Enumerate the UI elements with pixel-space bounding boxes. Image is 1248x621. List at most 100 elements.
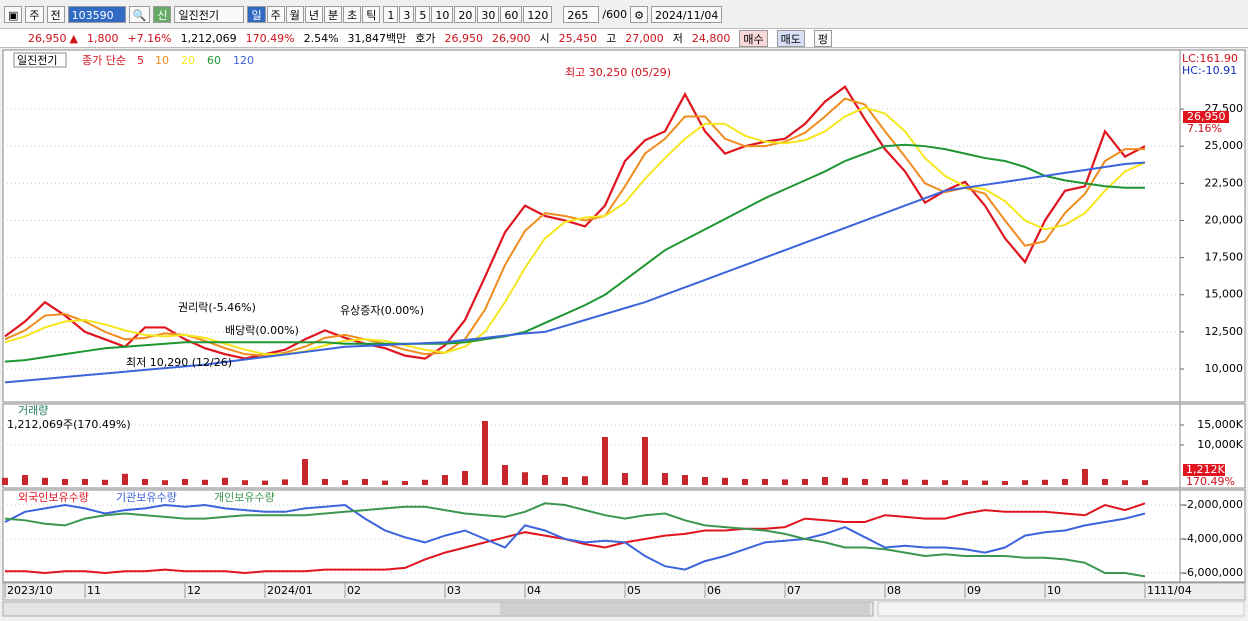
x-tick-label: 03 [447, 584, 461, 597]
series-line [4, 503, 1146, 571]
x-tick-label: 09 [967, 584, 981, 597]
scope[interactable]: 전 [46, 5, 65, 23]
volume-bar [862, 479, 868, 485]
volume-bar [982, 480, 988, 485]
legend-entry: 개인보유수량 [214, 491, 275, 504]
volume-bar [562, 477, 568, 485]
volume-bar [62, 479, 68, 485]
change: 1,800 [86, 31, 119, 45]
x-tick-label: 07 [787, 584, 801, 597]
volume-bar [342, 480, 348, 485]
stock-name[interactable]: 일진전기 [174, 5, 245, 23]
series-line [4, 143, 1145, 363]
legend-entry: 10 [155, 54, 169, 67]
button[interactable]: 5 [415, 5, 431, 23]
button[interactable]: 일 [247, 5, 266, 23]
button[interactable]: 분 [323, 5, 343, 23]
price-tag [1183, 111, 1229, 123]
button[interactable]: 30 [477, 5, 500, 23]
button[interactable]: 틱 [362, 5, 381, 23]
button[interactable]: 3 [399, 5, 415, 23]
label: 시 [539, 32, 550, 45]
button[interactable]: 20 [454, 5, 477, 23]
label: 호가 [415, 32, 436, 45]
legend-entry: 20 [181, 54, 195, 67]
button[interactable]: 년 [304, 5, 323, 23]
volume-bar [262, 480, 268, 485]
code-input[interactable]: 103590 [67, 5, 126, 23]
volume-bar [942, 480, 948, 485]
axis-panel [1179, 49, 1246, 403]
rate: +7.16% [127, 31, 172, 45]
volume-bar [442, 475, 448, 485]
button[interactable]: 120 [523, 5, 553, 23]
label: 저 [672, 32, 683, 45]
volume-bar [542, 475, 548, 485]
price-tag-label: 26,950 [1187, 110, 1226, 123]
button[interactable]: 10 [431, 5, 454, 23]
volume-bar [422, 479, 428, 485]
tool[interactable]: ⚙ [630, 5, 648, 23]
high: 27,000 [625, 31, 664, 45]
y-tick-label: 22,500 [1205, 176, 1244, 189]
x-tick-label: 04 [527, 584, 541, 597]
volume-tag-label: 1,212K [1186, 463, 1225, 476]
x-tick-label: 11 [87, 584, 101, 597]
volume-bar [1102, 479, 1108, 485]
x-tick-label: 11 [1147, 584, 1161, 597]
y-tick-label: -2,000,000 [1183, 498, 1243, 511]
sell-button[interactable]: 매도 [776, 29, 805, 47]
panel [2, 403, 1181, 489]
button[interactable]: 1 [383, 5, 399, 23]
date[interactable]: 2024/11/04 [650, 5, 723, 23]
x-tick-label: 10 [1047, 584, 1061, 597]
count[interactable]: 265 [563, 5, 600, 23]
volume-bar [282, 479, 288, 485]
controls [877, 601, 1245, 617]
buy-button[interactable]: 매수 [739, 29, 768, 47]
amount: 31,847백만 [347, 32, 407, 45]
volume-bar [882, 479, 888, 485]
button[interactable]: 주 [266, 5, 285, 23]
volume: 1,212,069 [180, 31, 237, 45]
volume-bar [322, 479, 328, 485]
x-tick-label: 12 [187, 584, 201, 597]
volume-bar [1142, 480, 1148, 485]
legend-entry: 기관보유수량 [116, 491, 177, 504]
volume-bar [302, 459, 308, 485]
volume-bar [122, 473, 128, 485]
button[interactable]: 초 [343, 5, 362, 23]
volume-bar [762, 479, 768, 485]
x-tick-label: 2024/01 [267, 584, 313, 597]
flat-button[interactable]: 펑 [813, 29, 833, 47]
volume-bar [662, 473, 668, 485]
x-tick-label: 05 [627, 584, 641, 597]
volume-bar [182, 479, 188, 485]
x-tick-label: 08 [887, 584, 901, 597]
x-tick-label: 06 [707, 584, 721, 597]
legend-entry: 120 [233, 54, 254, 67]
legend-box [13, 52, 67, 68]
low: 24,800 [691, 31, 731, 45]
volume-bar [1002, 481, 1008, 485]
volume-bar [142, 479, 148, 485]
annotation: 최고 30,250 (05/29) [565, 66, 671, 79]
arrow: ▲ [69, 31, 78, 45]
legend-title: 종가 단순 [82, 54, 126, 67]
button[interactable]: 월 [285, 5, 304, 23]
annotation: 배당락(0.00%) [225, 324, 299, 337]
market[interactable]: 주 [25, 5, 44, 23]
button[interactable]: 60 [500, 5, 523, 23]
volume-rate: 170.49% [245, 31, 295, 45]
volume-bar [2, 477, 8, 485]
x-tick-label: 02 [347, 584, 361, 597]
series-line [4, 106, 1146, 356]
icon[interactable]: ▣ [4, 5, 23, 23]
volume-bar [1122, 480, 1128, 485]
panel [2, 489, 1181, 583]
search[interactable]: 🔍 [128, 5, 151, 23]
y-tick-label: 17,500 [1205, 251, 1244, 264]
y-tick-label: 15,000 [1205, 288, 1244, 301]
series-line [4, 85, 1146, 360]
label: 고 [606, 32, 617, 45]
